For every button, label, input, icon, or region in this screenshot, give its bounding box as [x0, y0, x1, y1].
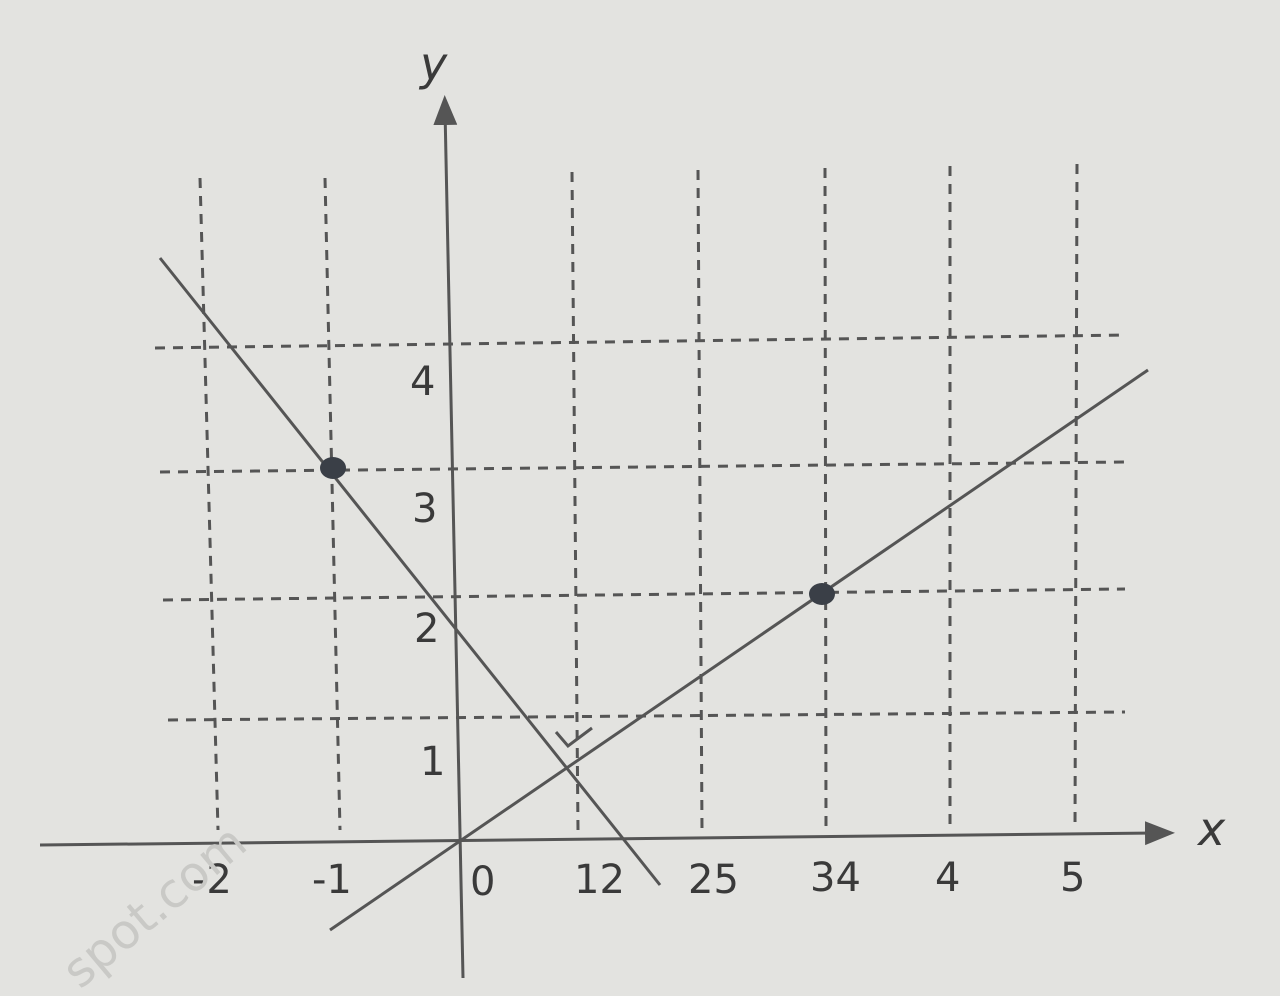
- x-tick-label: -1: [312, 857, 352, 903]
- y-tick-label: 4: [410, 359, 435, 405]
- y-tick-label: 1: [420, 739, 445, 785]
- x-tick-label: 4: [935, 855, 960, 901]
- x-tick-label: 25: [688, 857, 739, 903]
- point: [320, 457, 346, 479]
- x-tick-labels: -2 -1 0 12 25 34 4 5: [192, 855, 1085, 905]
- y-tick-label: 2: [414, 606, 439, 652]
- y-tick-label: 3: [412, 486, 437, 532]
- x-tick-label: 12: [574, 857, 625, 903]
- y-axis-label: y: [418, 37, 448, 91]
- increasing-line: [329, 368, 1149, 932]
- x-tick-label: 5: [1060, 855, 1085, 901]
- x-tick-label: 0: [470, 859, 495, 905]
- y-tick-labels: 1 2 3 4: [410, 359, 445, 785]
- x-tick-label: -2: [192, 857, 232, 903]
- x-axis: [39, 821, 1175, 847]
- intersection-mark: [554, 726, 593, 749]
- x-tick-label: 34: [810, 855, 861, 901]
- grid: [154, 163, 1126, 831]
- point: [809, 583, 835, 605]
- decreasing-line: [158, 257, 662, 886]
- y-axis: [433, 95, 465, 979]
- x-axis-label: x: [1196, 802, 1226, 856]
- watermark: spot.com: [52, 814, 258, 996]
